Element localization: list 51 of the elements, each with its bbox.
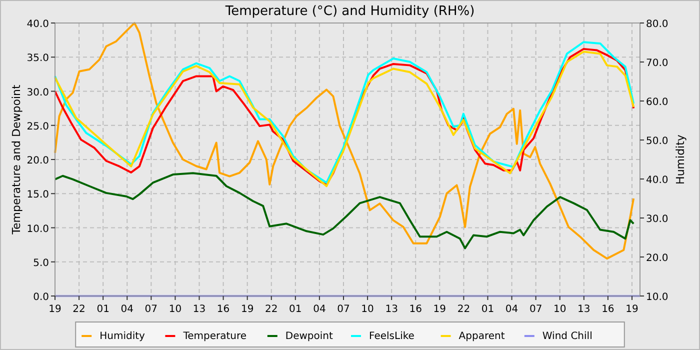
x-tick-label: 10 xyxy=(553,304,566,315)
y2-axis-title: Humidity xyxy=(674,134,687,184)
x-tick-label: 07 xyxy=(144,304,158,315)
legend-label: Wind Chill xyxy=(542,331,592,342)
x-tick-label: 01 xyxy=(481,304,494,315)
y-tick-label: 0.0 xyxy=(33,292,49,303)
x-tick-label: 04 xyxy=(505,304,518,315)
y2-tick-label: 80.0 xyxy=(646,19,668,30)
x-tick-label: 19 xyxy=(48,304,62,315)
y2-tick-label: 10.0 xyxy=(646,292,668,303)
x-tick-label: 22 xyxy=(72,304,86,315)
x-tick-label: 19 xyxy=(433,304,446,315)
x-tick-label: 19 xyxy=(626,304,638,315)
x-tick-label: 22 xyxy=(457,304,470,315)
y-axis-title: Temperature and Dewpoint xyxy=(10,84,23,236)
y2-tick-label: 20.0 xyxy=(646,253,668,264)
x-tick-label: 01 xyxy=(96,304,110,315)
x-tick-label: 16 xyxy=(216,304,230,315)
x-tick-label: 13 xyxy=(578,304,590,315)
y-tick-label: 20.0 xyxy=(26,156,49,166)
y2-tick-label: 50.0 xyxy=(646,136,668,147)
legend-label: Dewpoint xyxy=(285,331,334,342)
legend-label: Temperature xyxy=(182,331,247,342)
legend-label: Humidity xyxy=(100,331,146,342)
x-tick-label: 01 xyxy=(289,304,302,315)
x-tick-label: 13 xyxy=(192,304,206,315)
x-tick-label: 10 xyxy=(168,304,182,315)
y-tick-label: 30.0 xyxy=(26,87,49,98)
x-tick-label: 07 xyxy=(337,304,350,315)
legend-label: Apparent xyxy=(458,331,505,342)
x-tick-label: 07 xyxy=(529,304,542,315)
x-tick-label: 22 xyxy=(265,304,278,315)
y-tick-label: 15.0 xyxy=(26,190,49,201)
y2-tick-label: 30.0 xyxy=(646,214,668,225)
y-tick-label: 25.0 xyxy=(26,121,49,132)
y-tick-label: 40.0 xyxy=(26,19,49,30)
y2-tick-label: 70.0 xyxy=(646,58,668,69)
y-tick-label: 10.0 xyxy=(26,224,49,235)
y-tick-label: 35.0 xyxy=(26,53,49,64)
chart-title: Temperature (°C) and Humidity (RH%) xyxy=(224,4,475,19)
y2-tick-label: 40.0 xyxy=(646,175,668,186)
x-tick-label: 10 xyxy=(361,304,374,315)
x-tick-label: 19 xyxy=(240,304,254,315)
x-tick-label: 16 xyxy=(602,304,614,315)
x-tick-label: 04 xyxy=(313,304,326,315)
x-tick-label: 13 xyxy=(385,304,398,315)
x-tick-label: 04 xyxy=(120,304,134,315)
y-tick-label: 5.0 xyxy=(33,258,49,269)
y2-tick-label: 60.0 xyxy=(646,97,668,108)
legend-label: FeelsLike xyxy=(369,331,414,342)
x-tick-label: 16 xyxy=(409,304,422,315)
